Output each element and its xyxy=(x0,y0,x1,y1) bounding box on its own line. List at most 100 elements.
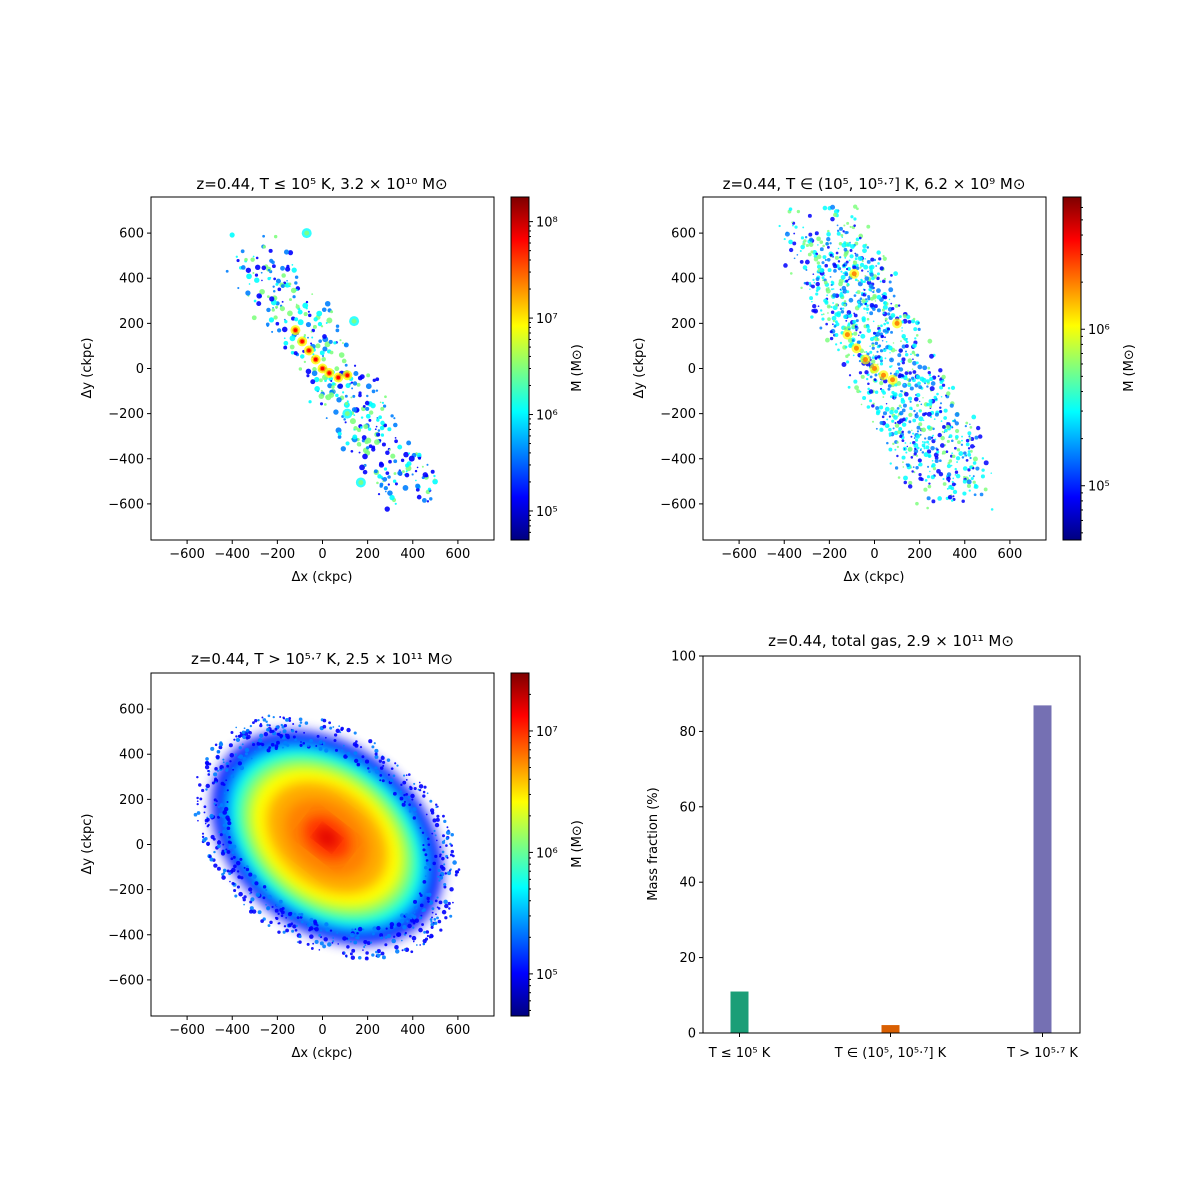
gas-clump xyxy=(819,268,825,273)
gas-clump xyxy=(867,270,869,273)
gas-clump xyxy=(931,463,936,468)
gas-clump xyxy=(880,324,883,328)
x-tick-label: 200 xyxy=(907,547,932,562)
halo-fringe xyxy=(238,734,242,738)
halo-fringe xyxy=(407,795,411,799)
halo-fringe xyxy=(413,899,418,904)
gas-clump xyxy=(904,344,909,348)
gas-clump xyxy=(854,278,858,282)
gas-clump xyxy=(923,447,926,450)
gas-clump xyxy=(895,349,897,352)
halo-fringe xyxy=(196,775,199,779)
halo-fringe xyxy=(350,955,356,960)
gas-clump xyxy=(813,308,819,314)
gas-clump xyxy=(912,418,917,423)
halo-fringe xyxy=(241,743,244,746)
gas-clump xyxy=(866,300,869,303)
gas-clump xyxy=(869,272,874,277)
halo-fringe xyxy=(298,717,303,722)
gas-clump xyxy=(783,263,788,268)
halo-fringe xyxy=(334,748,338,752)
gas-clump xyxy=(310,330,313,333)
gas-clump xyxy=(324,300,331,307)
gas-clump xyxy=(939,402,943,405)
halo-fringe xyxy=(225,762,229,766)
gas-clump xyxy=(974,435,979,440)
gas-clump xyxy=(330,310,334,314)
gas-clump xyxy=(375,389,379,392)
gas-clump xyxy=(947,386,951,390)
gas-clump xyxy=(926,379,930,384)
gas-clump xyxy=(858,236,862,240)
halo-fringe xyxy=(230,731,234,735)
gas-clump xyxy=(894,409,899,414)
gas-clump xyxy=(973,445,976,448)
halo-fringe xyxy=(196,803,199,806)
gas-clump xyxy=(904,442,907,444)
halo-fringe xyxy=(315,745,318,747)
gas-clump xyxy=(896,441,899,444)
halo-fringe xyxy=(325,927,330,932)
halo-fringe xyxy=(249,724,253,728)
gas-clump xyxy=(831,288,834,291)
gas-clump xyxy=(844,345,848,349)
gas-clump xyxy=(938,472,944,477)
gas-clump xyxy=(909,406,913,411)
halo-fringe xyxy=(399,919,404,924)
gas-clump xyxy=(869,345,871,347)
gas-clump xyxy=(901,408,906,413)
gas-clump xyxy=(912,370,917,374)
gas-clump xyxy=(843,247,848,252)
halo-fringe xyxy=(452,860,457,865)
halo-fringe xyxy=(228,743,233,748)
gas-clump xyxy=(331,382,336,386)
gas-clump xyxy=(884,423,890,429)
gas-clump xyxy=(907,358,913,364)
gas-clump xyxy=(829,330,833,334)
halo-fringe xyxy=(429,799,433,803)
gas-clump xyxy=(914,337,917,340)
gas-clump xyxy=(937,496,942,501)
gas-clump xyxy=(941,383,946,387)
gas-clump xyxy=(890,377,896,383)
halo-fringe xyxy=(260,919,264,923)
halo-fringe xyxy=(367,767,370,770)
halo-fringe xyxy=(303,731,306,734)
halo-fringe xyxy=(336,931,339,934)
halo-fringe xyxy=(425,848,429,852)
gas-clump xyxy=(954,473,957,476)
gas-clump xyxy=(900,390,904,393)
halo-fringe xyxy=(318,949,321,951)
gas-clump xyxy=(909,400,912,403)
gas-clump xyxy=(415,487,420,492)
gas-clump xyxy=(962,466,968,471)
halo-fringe xyxy=(306,922,312,927)
halo-fringe xyxy=(432,818,437,823)
gas-clump xyxy=(877,355,881,359)
gas-clump xyxy=(871,356,875,360)
halo-fringe xyxy=(234,894,238,898)
halo-fringe xyxy=(431,916,433,919)
gas-clump xyxy=(854,385,859,390)
halo-fringe xyxy=(302,742,306,745)
gas-clump xyxy=(260,271,263,274)
halo-fringe xyxy=(439,846,442,849)
gas-clump xyxy=(855,323,858,326)
gas-clump xyxy=(372,378,376,383)
gas-clump xyxy=(365,437,372,444)
halo-fringe xyxy=(222,810,228,815)
gas-clump xyxy=(901,422,907,427)
gas-clump xyxy=(905,374,908,377)
halo-fringe xyxy=(447,901,451,906)
gas-clump xyxy=(813,281,816,284)
plot-area xyxy=(703,656,1080,1033)
halo-fringe xyxy=(415,944,418,946)
gas-clump xyxy=(927,366,931,370)
halo-fringe xyxy=(396,922,402,927)
gas-clump xyxy=(370,402,376,409)
gas-clump xyxy=(272,290,276,293)
gas-clump xyxy=(308,313,312,318)
gas-clump xyxy=(890,274,893,277)
gas-clump xyxy=(345,373,350,378)
